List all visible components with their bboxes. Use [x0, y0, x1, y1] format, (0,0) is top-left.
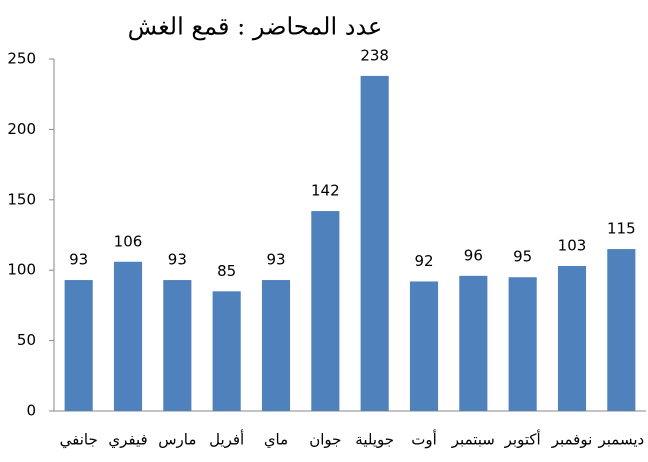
y-tick-label: 0: [26, 402, 36, 420]
data-label: 96: [464, 246, 483, 264]
data-label: 115: [607, 220, 636, 238]
data-label: 106: [114, 232, 143, 250]
x-tick-label: سبتمبر: [451, 431, 495, 449]
data-label: 93: [168, 251, 187, 269]
bar: [360, 75, 389, 412]
x-tick-label: مارس: [158, 431, 196, 449]
data-label: 238: [360, 46, 389, 64]
bar: [459, 275, 488, 411]
y-tick-label: 200: [7, 120, 36, 138]
data-label: 93: [69, 251, 88, 269]
x-tick-label: جويلية: [355, 431, 394, 449]
bar: [607, 249, 636, 411]
y-tick-label: 150: [7, 190, 36, 208]
data-label: 93: [266, 251, 285, 269]
data-label: 103: [558, 236, 587, 254]
x-tick-label: ديسمبر: [597, 431, 644, 449]
bar: [163, 280, 192, 411]
y-tick-label: 250: [7, 50, 36, 68]
x-tick-label: أكتوبر: [504, 430, 541, 449]
y-tick-label: 100: [7, 261, 36, 279]
data-label: 85: [217, 262, 236, 280]
x-tick-label: فيفري: [108, 431, 147, 450]
bar: [64, 280, 93, 411]
data-label: 142: [311, 182, 340, 200]
x-tick-label: جوان: [309, 431, 341, 449]
bar: [409, 281, 439, 411]
bar: [113, 261, 143, 411]
data-label: 92: [414, 252, 433, 270]
data-label: 95: [513, 248, 532, 266]
bar: [508, 277, 537, 411]
bar: [311, 211, 340, 411]
x-tick-label: أفريل: [209, 430, 244, 449]
x-tick-label: جانفي: [60, 431, 98, 450]
x-tick-label: ماي: [264, 431, 288, 450]
x-tick-label: نوفمبر: [551, 431, 593, 449]
bar: [261, 280, 291, 411]
y-tick-label: 50: [17, 331, 36, 349]
x-tick-label: أوت: [411, 430, 437, 449]
bar: [212, 291, 241, 411]
chart-title: عدد المحاضر : قمع الغش: [128, 13, 383, 41]
bar: [557, 265, 587, 411]
